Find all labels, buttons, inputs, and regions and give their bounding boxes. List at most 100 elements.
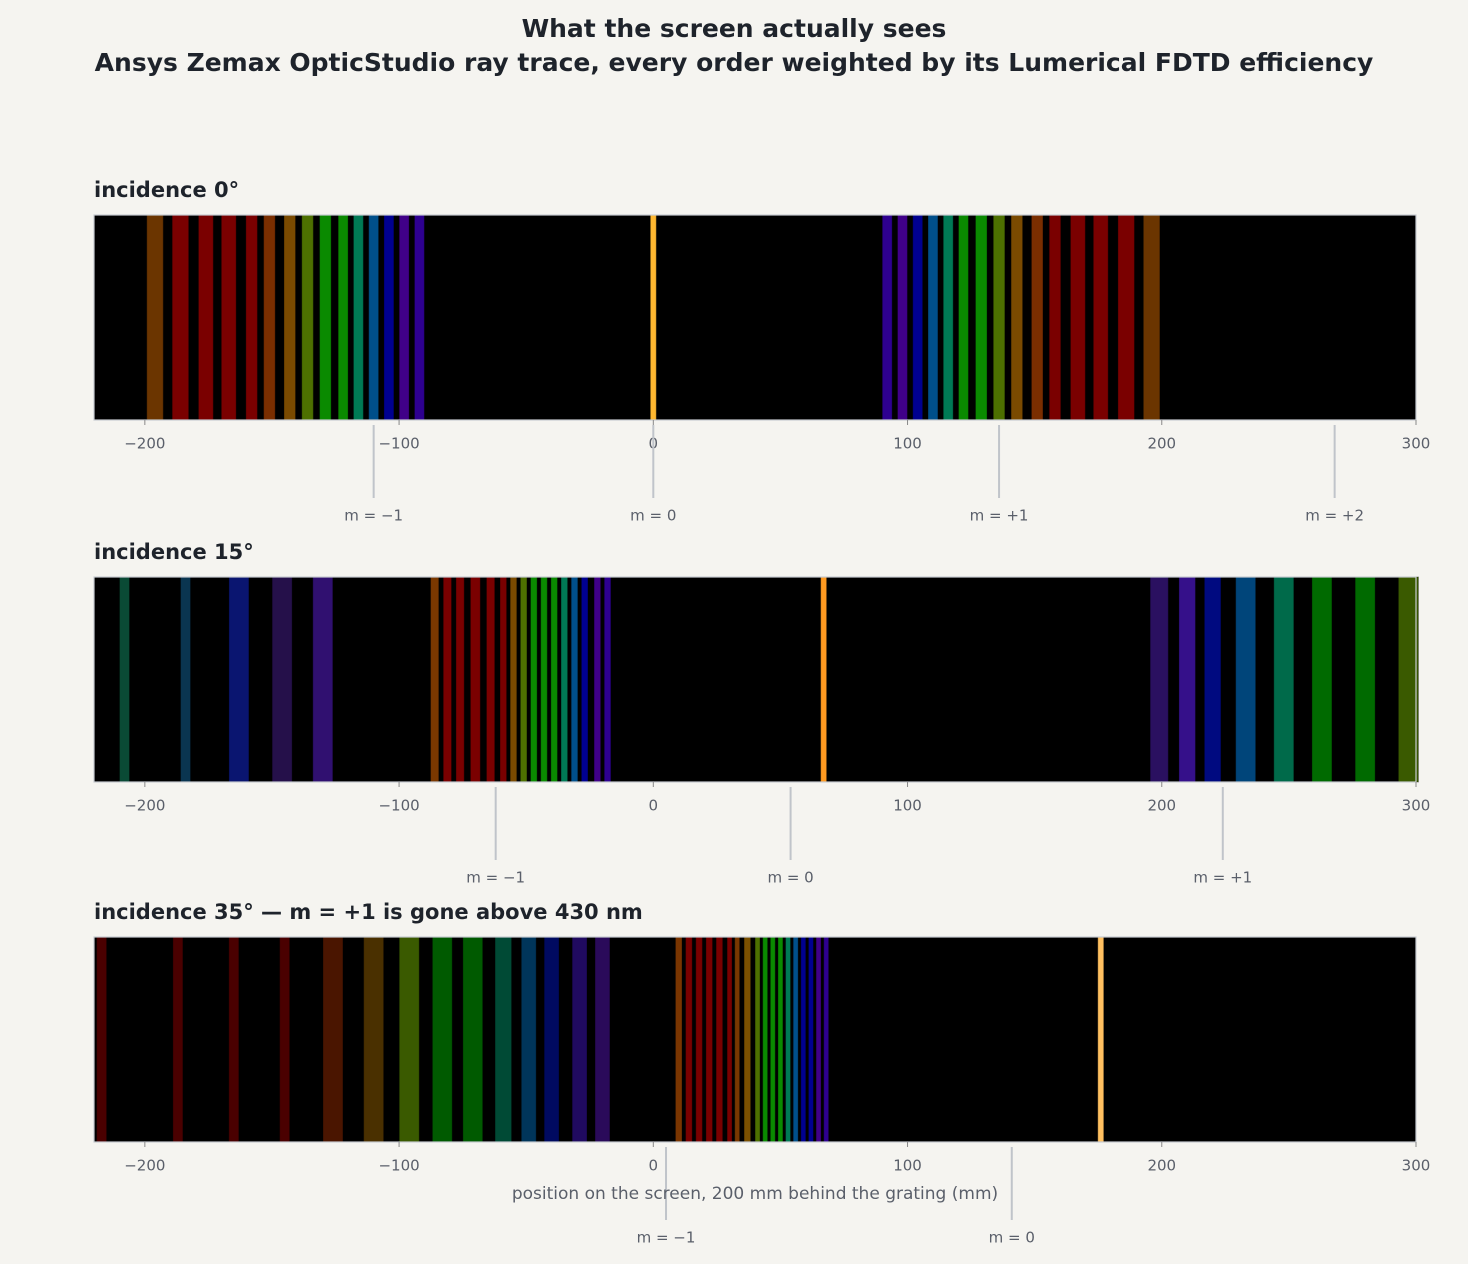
order-label: m = 0	[767, 869, 813, 887]
x-tick-label: 100	[893, 1157, 922, 1175]
spectral-line	[1142, 214, 1161, 421]
spectral-line	[593, 576, 602, 783]
spectral-line	[603, 576, 612, 783]
spectral-line	[263, 214, 276, 421]
spectral-line	[398, 936, 420, 1143]
spectral-line	[792, 936, 799, 1143]
spectral-line	[430, 576, 440, 783]
spectral-line	[509, 576, 518, 783]
spectral-line	[785, 936, 792, 1143]
spectral-line	[228, 576, 250, 783]
spectral-line	[462, 936, 484, 1143]
spectral-line	[540, 576, 548, 783]
plot-frame	[93, 214, 1417, 421]
spectral-line	[363, 936, 385, 1143]
x-tick-label: 100	[893, 435, 922, 453]
spectral-line	[560, 576, 569, 783]
spectral-line	[519, 576, 528, 783]
x-tick-label: 300	[1402, 797, 1431, 815]
spectral-line	[220, 214, 237, 421]
spectral-line	[777, 936, 784, 1143]
spectral-line	[431, 936, 453, 1143]
spectral-line	[180, 576, 192, 783]
spectral-line	[279, 936, 291, 1143]
spectral-line	[1048, 214, 1062, 421]
x-tick-label: 0	[649, 797, 659, 815]
spectral-line	[1397, 576, 1419, 783]
spectral-line	[958, 214, 969, 421]
spectral-line	[726, 936, 733, 1143]
spectral-line	[649, 214, 657, 421]
spectral-line	[881, 214, 893, 421]
spectral-line	[1092, 214, 1109, 421]
order-label: m = 0	[630, 507, 676, 525]
spectral-line	[550, 576, 558, 783]
x-tick-label: 200	[1147, 1157, 1176, 1175]
spectral-line	[146, 214, 164, 421]
spectral-line	[570, 576, 579, 783]
x-tick-label: 300	[1402, 1157, 1431, 1175]
spectral-line	[927, 214, 939, 421]
spectral-line	[485, 576, 496, 783]
spectral-line	[1235, 576, 1257, 783]
spectral-line	[96, 936, 108, 1143]
figure-title: What the screen actually sees	[522, 14, 947, 43]
spectral-line	[715, 936, 724, 1143]
plot-frame	[93, 576, 1417, 783]
spectral-line	[734, 936, 741, 1143]
spectral-line	[992, 214, 1006, 421]
plot-frame	[93, 936, 1417, 1143]
spectral-line	[499, 576, 508, 783]
spectral-line	[705, 936, 714, 1143]
spectral-line	[769, 936, 776, 1143]
spectral-line	[896, 214, 908, 421]
spectral-line	[820, 576, 828, 783]
spectral-line	[942, 214, 954, 421]
spectral-line	[337, 214, 349, 421]
spectral-line	[800, 936, 807, 1143]
x-tick-label: 300	[1402, 435, 1431, 453]
spectral-line	[1097, 936, 1105, 1143]
panel-title: incidence 15°	[94, 540, 254, 564]
x-tick-label: 200	[1147, 435, 1176, 453]
spectral-line	[245, 214, 258, 421]
spectral-line	[1178, 576, 1196, 783]
spectral-line	[580, 576, 589, 783]
spectral-line	[1354, 576, 1376, 783]
spectral-line	[469, 576, 481, 783]
spectral-line	[442, 576, 453, 783]
spectral-line	[815, 936, 822, 1143]
spectral-line	[119, 576, 131, 783]
spectral-line	[1311, 576, 1333, 783]
spectral-line	[571, 936, 588, 1143]
spectral-line	[172, 936, 184, 1143]
spectral-line	[368, 214, 380, 421]
spectral-line	[1149, 576, 1169, 783]
spectral-line	[494, 936, 513, 1143]
order-label: m = −1	[344, 507, 403, 525]
spectral-line	[413, 214, 425, 421]
spectral-line	[301, 214, 314, 421]
spectral-line	[228, 936, 240, 1143]
x-tick-label: −100	[378, 797, 419, 815]
panel-title: incidence 0°	[94, 178, 239, 202]
order-label: m = −1	[466, 869, 525, 887]
spectral-line	[352, 214, 364, 421]
spectral-line	[383, 214, 395, 421]
spectral-line	[530, 576, 538, 783]
x-tick-label: 0	[649, 1157, 659, 1175]
spectral-line	[823, 936, 830, 1143]
spectral-line	[974, 214, 988, 421]
spectral-line	[171, 214, 190, 421]
spectral-line	[520, 936, 537, 1143]
plot-area	[94, 937, 1416, 1142]
spectral-line	[762, 936, 769, 1143]
spectral-line	[754, 936, 761, 1143]
panel-title: incidence 35° — m = +1 is gone above 430…	[94, 900, 643, 924]
order-label: m = −1	[637, 1229, 696, 1247]
order-label: m = +1	[970, 507, 1029, 525]
x-tick-label: −200	[124, 1157, 165, 1175]
spectral-line	[197, 214, 214, 421]
spectral-line	[695, 936, 703, 1143]
